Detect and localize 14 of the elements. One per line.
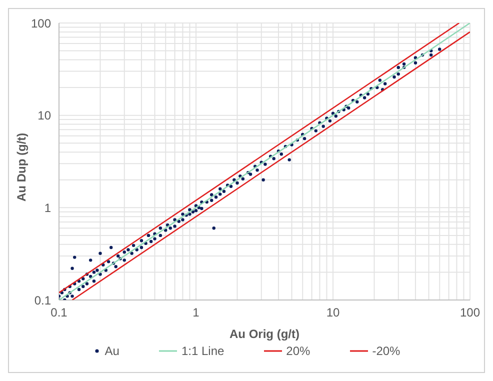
x-tick-label: 1 — [192, 306, 200, 320]
x-tick-label: 10 — [326, 306, 340, 320]
x-tick-label: 100 — [460, 306, 480, 320]
y-tick-label: 10 — [38, 108, 52, 123]
legend-label: Au — [104, 344, 120, 358]
y-tick-label: 100 — [30, 16, 52, 30]
legend-label: 20% — [286, 344, 310, 358]
legend-label: 1:1 Line — [181, 344, 224, 358]
x-tick-label: 0.1 — [50, 306, 68, 320]
x-axis-title: Au Orig (g/t) — [230, 327, 300, 341]
y-axis-title: Au Dup (g/t) — [14, 132, 28, 202]
legend-label: -20% — [372, 344, 400, 358]
y-tick-label: 0.1 — [34, 293, 52, 308]
y-tick-label: 1 — [44, 200, 52, 215]
